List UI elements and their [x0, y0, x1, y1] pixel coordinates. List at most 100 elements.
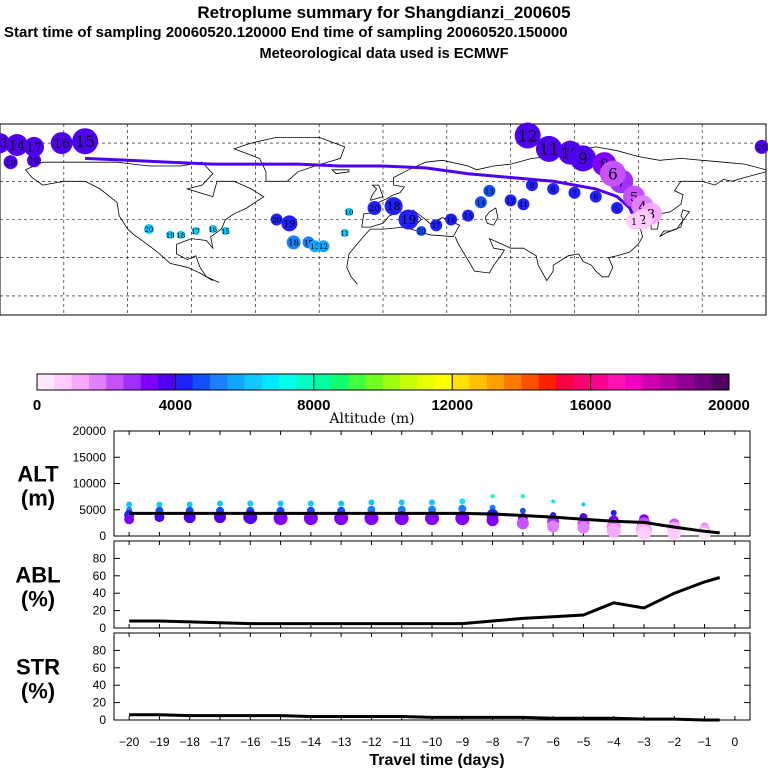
plume-cluster [176, 230, 185, 239]
str-panel-ylabel: STR [16, 655, 60, 680]
colorbar-swatch [88, 374, 107, 390]
alt-point [489, 504, 496, 511]
alt-point [577, 521, 590, 534]
plume-cluster [340, 228, 349, 237]
alt-point [458, 504, 467, 513]
plume-cluster [286, 235, 301, 250]
alt-point [459, 498, 466, 505]
colorbar-title: Altitude (m) [328, 411, 414, 427]
y-tick-label: 20000 [73, 424, 107, 438]
colorbar-tick-label: 16000 [570, 397, 612, 414]
chart-title: Retroplume summary for Shangdianzi_20060… [197, 3, 571, 22]
coastline [369, 184, 384, 201]
plume-cluster [308, 240, 321, 253]
x-tick-label: −6 [546, 735, 560, 749]
cluster-label: 19 [29, 155, 40, 165]
colorbar-swatch [694, 374, 713, 390]
colorbar-swatch [434, 374, 453, 390]
x-tick-label: −7 [516, 735, 530, 749]
x-tick-label: −13 [331, 735, 352, 749]
colorbar-swatch [452, 374, 470, 390]
plume-cluster [416, 225, 427, 236]
alt-point [581, 502, 586, 507]
x-tick-label: −18 [180, 735, 201, 749]
alt-point [277, 500, 284, 507]
colorbar-swatch [123, 374, 142, 390]
colorbar-swatch [261, 374, 280, 390]
colorbar-swatch [469, 374, 488, 390]
x-tick-label: −8 [486, 735, 500, 749]
time-series-panels: 20000150001000050000ALT(m)806040200ABL(%… [15, 424, 751, 768]
colorbar-swatch [521, 374, 540, 390]
plume-cluster [462, 209, 475, 222]
plume-cluster [398, 209, 419, 230]
plume-cluster [367, 201, 382, 216]
cluster-label: 15 [75, 133, 95, 151]
cluster-label: 15 [221, 228, 230, 236]
cluster-label: 1 [631, 217, 637, 228]
str-panel-ylabel-unit: (%) [21, 679, 55, 704]
colorbar-swatch [296, 374, 315, 390]
colorbar-swatch [711, 374, 730, 390]
colorbar-swatch [486, 374, 505, 390]
coastline [25, 169, 214, 281]
alt-point [247, 500, 254, 507]
colorbar-swatch [504, 374, 522, 390]
alt-point [338, 500, 345, 507]
cluster-label: 9 [578, 150, 588, 168]
alt-point [486, 514, 499, 527]
alt-point [398, 499, 405, 506]
cluster-label: 13 [485, 187, 495, 196]
alt-point [551, 499, 556, 504]
abl-panel-frame [113, 540, 751, 629]
plume-cluster [611, 202, 624, 215]
plume-cluster [599, 160, 626, 187]
altitude-colorbar: 0 4000 8000 12000 16000 20000 Altitude (m) [33, 373, 750, 427]
colorbar-swatch [642, 374, 661, 390]
plume-cluster [317, 240, 330, 253]
cluster-label: 5 [630, 191, 638, 206]
plume-cluster [3, 155, 18, 170]
coastline [330, 169, 350, 175]
cluster-label: 19 [401, 213, 416, 227]
colorbar-swatch [625, 374, 643, 390]
colorbar-tick-label: 8000 [297, 397, 330, 414]
plume-cluster [504, 194, 517, 207]
colorbar-swatch [677, 374, 695, 390]
cluster-label: 12 [319, 242, 328, 251]
cluster-label: 19 [283, 219, 295, 230]
cluster-label: 15 [304, 238, 314, 247]
colorbar-swatch [331, 374, 349, 390]
cluster-label: 19 [166, 232, 175, 240]
plume-cluster [191, 226, 200, 235]
x-tick-label: −5 [577, 735, 591, 749]
plume-cluster [474, 196, 487, 209]
colorbar-swatch [400, 374, 419, 390]
x-tick-label: −4 [607, 735, 621, 749]
plume-cluster [270, 213, 283, 226]
abl-panel-line [129, 576, 721, 626]
colorbar-swatch [417, 374, 436, 390]
y-tick-label: 10000 [73, 477, 107, 491]
cluster-label: 11 [519, 200, 528, 209]
colorbar-tick-label: 4000 [159, 397, 192, 414]
colorbar-swatch [71, 374, 90, 390]
x-tick-label: −16 [240, 735, 261, 749]
plume-cluster [27, 153, 42, 168]
cluster-label: 20 [272, 216, 282, 225]
y-tick-label: 60 [93, 569, 107, 583]
cluster-label: 9 [530, 181, 535, 190]
cluster-label: 8 [551, 185, 556, 194]
x-tick-label: −20 [119, 735, 140, 749]
plume-cluster [589, 190, 602, 203]
x-tick-label: −14 [301, 735, 322, 749]
coastline [25, 161, 265, 283]
cluster-label: 10 [344, 209, 353, 217]
colorbar-swatch [54, 374, 73, 390]
colorbar-swatch [590, 374, 609, 390]
plume-cluster [514, 122, 541, 149]
plume-cluster [525, 179, 538, 192]
retroplume-map: 1314171615191920191817161520191815131211… [0, 122, 768, 316]
cluster-label: 16 [208, 226, 217, 234]
y-tick-label: 20 [93, 696, 107, 710]
